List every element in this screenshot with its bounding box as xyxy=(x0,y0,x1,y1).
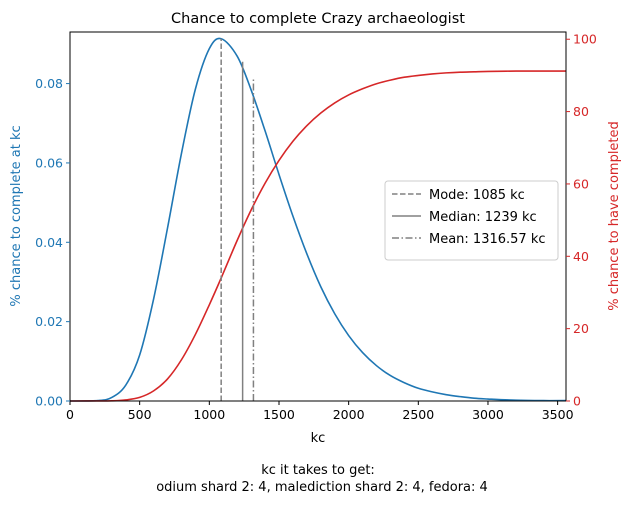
right-y-tick-label: 80 xyxy=(573,104,589,119)
left-y-tick-label: 0.06 xyxy=(35,155,63,170)
x-tick-label: 0 xyxy=(66,407,74,422)
legend: Mode: 1085 kc Median: 1239 kc Mean: 1316… xyxy=(384,180,559,261)
x-tick-label: 3000 xyxy=(472,407,504,422)
x-tick-label: 3500 xyxy=(542,407,574,422)
left-y-tick-label: 0.04 xyxy=(35,235,63,250)
x-tick-label: 500 xyxy=(128,407,152,422)
left-y-tick-label: 0.08 xyxy=(35,76,63,91)
plot-lines xyxy=(69,37,567,402)
x-axis: 0 500 1000 1500 2000 2500 3000 3500 xyxy=(66,401,574,422)
legend-mean-label: Mean: 1316.57 kc xyxy=(429,232,546,247)
right-y-tick-label: 40 xyxy=(573,249,589,264)
legend-box xyxy=(384,180,559,261)
legend-median-label: Median: 1239 kc xyxy=(429,210,537,225)
legend-mode-label: Mode: 1085 kc xyxy=(429,188,525,203)
caption-line-1: kc it takes to get: xyxy=(261,463,375,478)
x-tick-label: 2000 xyxy=(333,407,365,422)
x-tick-label: 1500 xyxy=(263,407,295,422)
left-y-axis: 0.00 0.02 0.04 0.06 0.08 xyxy=(35,76,70,409)
pdf-series-line xyxy=(69,37,567,402)
plot-frame xyxy=(69,31,567,402)
right-y-tick-label: 0 xyxy=(573,394,581,409)
cdf-series-line xyxy=(69,70,566,402)
right-y-tick-label: 100 xyxy=(573,32,597,47)
caption-line-2: odium shard 2: 4, malediction shard 2: 4… xyxy=(156,480,488,495)
right-y-tick-label: 60 xyxy=(573,176,589,191)
x-tick-label: 2500 xyxy=(402,407,434,422)
x-axis-label: kc xyxy=(311,431,326,446)
x-tick-label: 1000 xyxy=(193,407,225,422)
left-y-tick-label: 0.00 xyxy=(35,394,63,409)
left-y-axis-label: % chance to complete at kc xyxy=(9,125,24,306)
right-y-axis: 0 20 40 60 80 100 xyxy=(566,32,597,409)
left-y-tick-label: 0.02 xyxy=(35,314,63,329)
vertical-lines xyxy=(220,38,255,401)
right-y-axis-label: % chance to have completed xyxy=(607,121,622,311)
chart-title: Chance to complete Crazy archaeologist xyxy=(171,11,465,27)
right-y-tick-label: 20 xyxy=(573,321,589,336)
